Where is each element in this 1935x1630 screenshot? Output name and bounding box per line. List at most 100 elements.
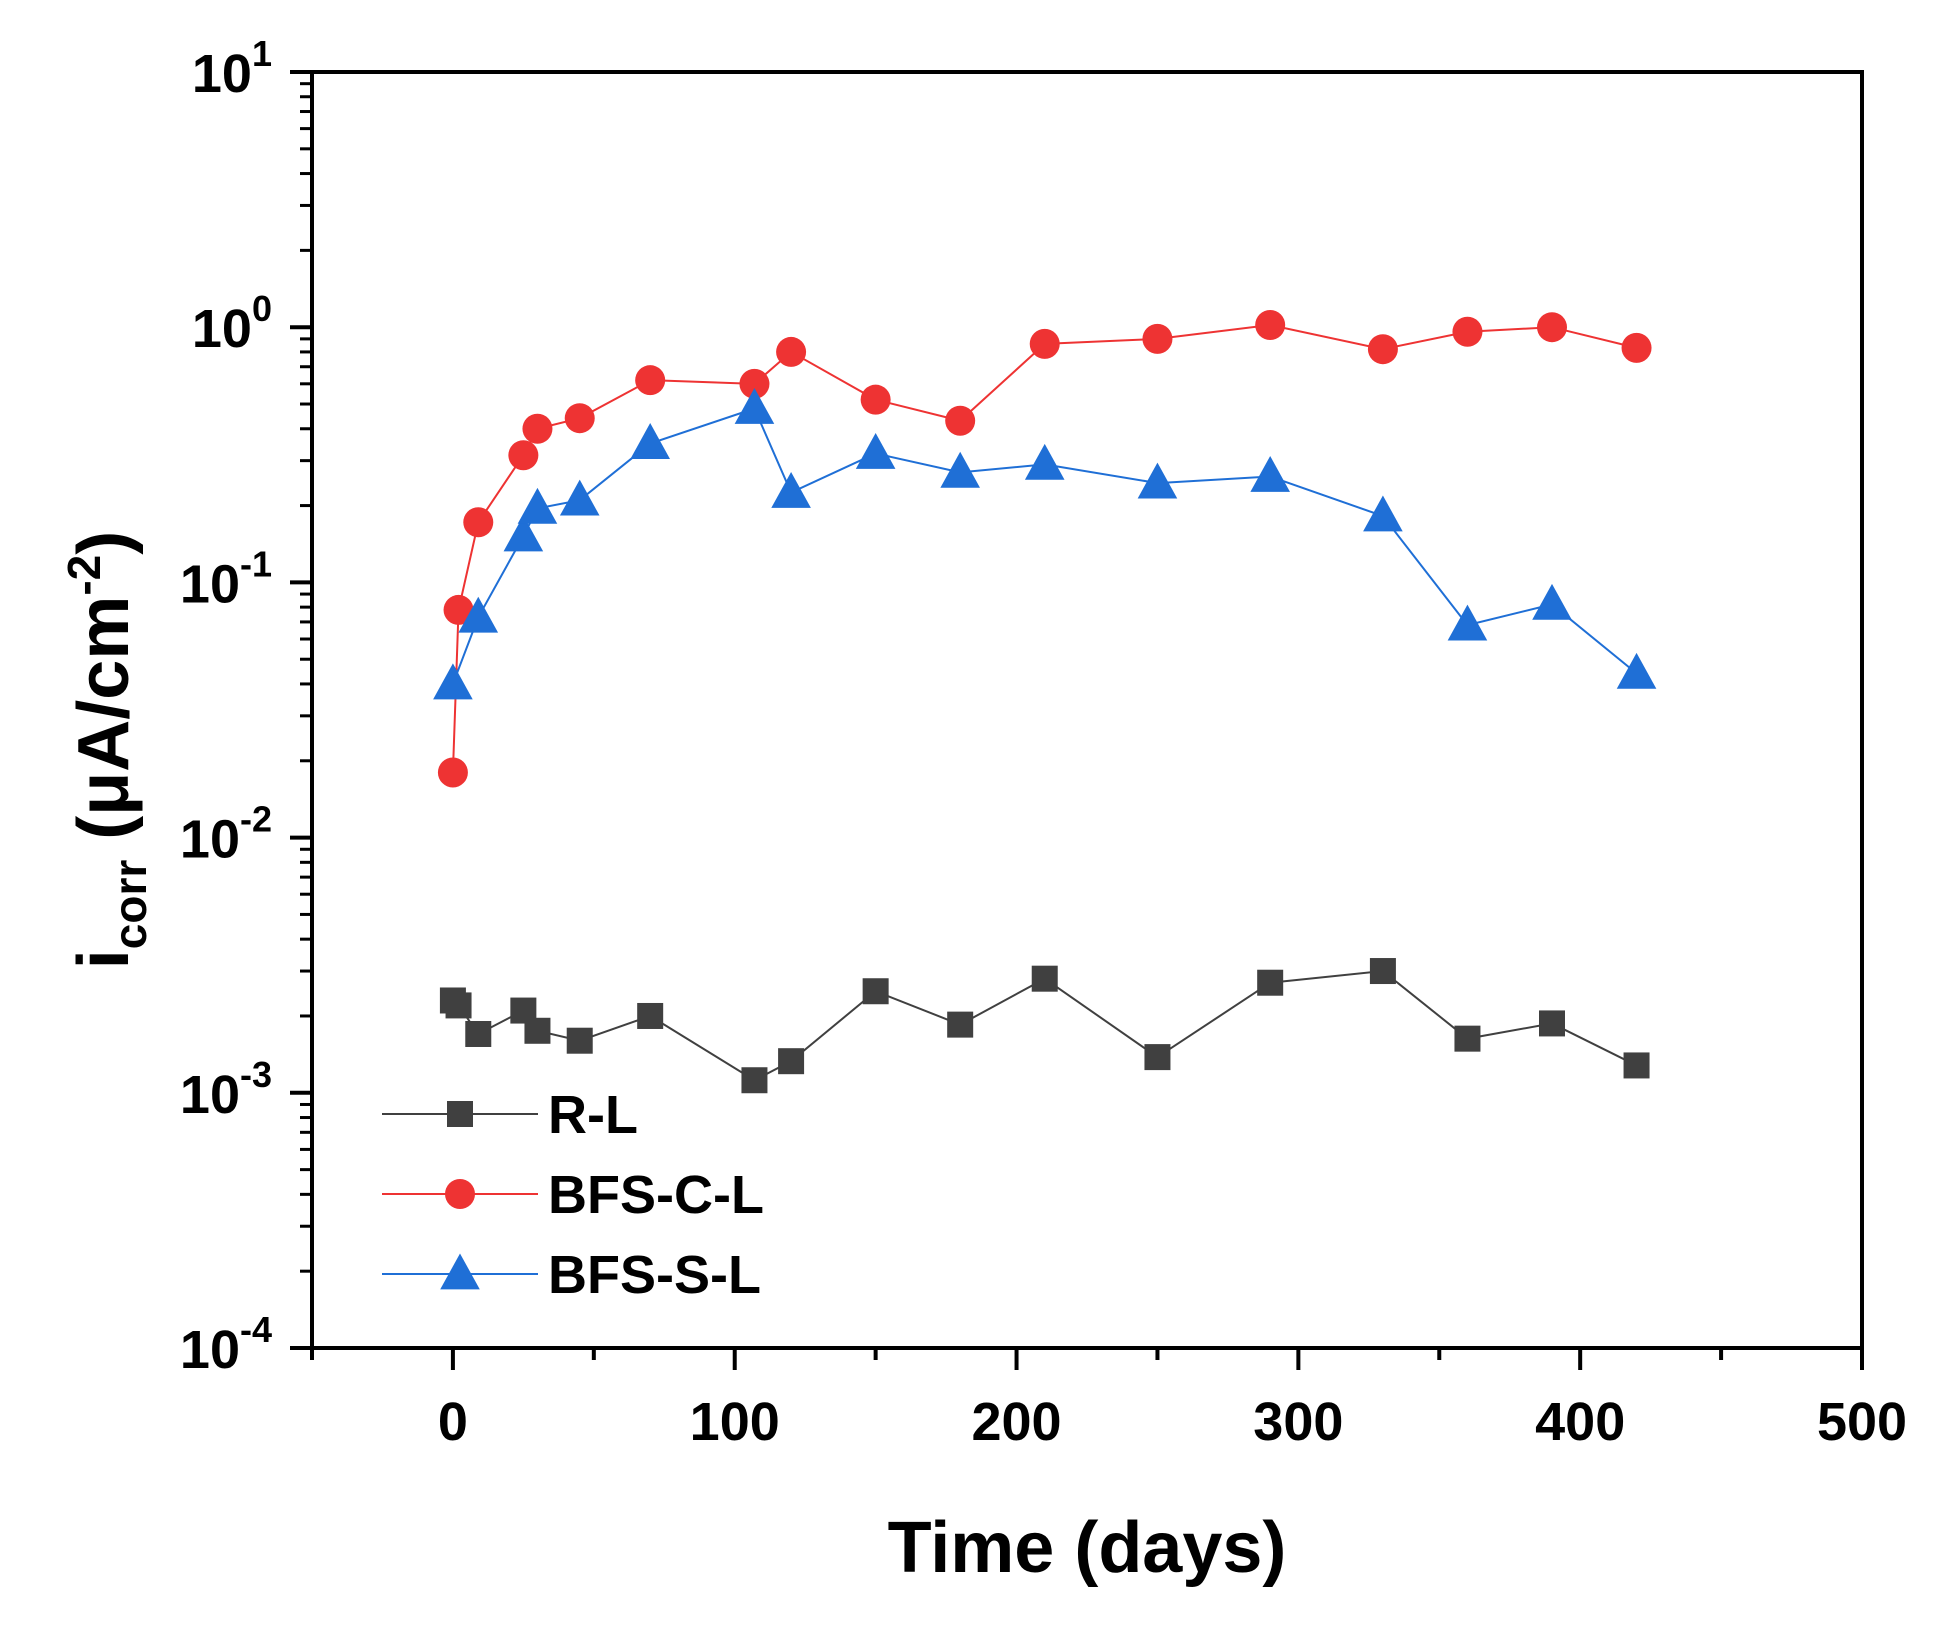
data-point-bfs-c-l [739, 368, 770, 399]
y-tick-base: 10 [180, 554, 240, 614]
y-tick-exponent: -1 [240, 543, 272, 584]
x-tick-label: 400 [1535, 1392, 1625, 1452]
data-point-bfs-c-l [1255, 310, 1286, 341]
data-point-bfs-c-l [1452, 316, 1483, 347]
data-point-bfs-s-l [940, 451, 980, 488]
y-tick-label: 10-1 [180, 543, 272, 614]
data-point-bfs-s-l [630, 423, 670, 459]
data-point-r-l [445, 992, 472, 1019]
legend-item-bfs-s-l: BFS-S-L [382, 1245, 761, 1305]
series-bfs-c-l [437, 310, 1652, 788]
data-point-r-l [1369, 958, 1396, 985]
y-tick-label: 10-2 [180, 799, 272, 870]
legend: R-L BFS-C-L BFS-S-L [382, 1085, 764, 1305]
data-point-r-l [741, 1067, 768, 1094]
y-label-main: i [64, 949, 144, 969]
data-point-r-l [524, 1017, 551, 1044]
data-point-bfs-s-l [433, 663, 473, 700]
data-point-bfs-c-l [443, 594, 474, 625]
data-point-r-l [1539, 1010, 1565, 1037]
y-axis-label: icorr (μA/cm-2) [58, 531, 156, 969]
data-point-bfs-c-l [564, 403, 595, 434]
y-tick-base: 10 [192, 299, 252, 359]
data-point-bfs-c-l [945, 405, 976, 436]
data-point-bfs-c-l [1367, 334, 1398, 365]
data-point-r-l [778, 1048, 805, 1075]
legend-item-bfs-c-l: BFS-C-L [382, 1165, 764, 1225]
data-point-bfs-c-l [508, 440, 539, 471]
y-tick-exponent: 0 [252, 288, 272, 329]
legend-marker [447, 1101, 473, 1127]
y-tick-base: 10 [192, 44, 252, 104]
series-r-l [439, 958, 1650, 1094]
y-tick-exponent: -3 [240, 1054, 272, 1095]
data-point-bfs-c-l [635, 365, 666, 396]
y-label-subscript: corr [104, 860, 156, 950]
y-tick-exponent: 1 [252, 33, 272, 74]
series-line-bfs-c-l [451, 323, 1637, 773]
data-point-r-l [1257, 969, 1284, 996]
data-point-bfs-c-l [860, 384, 891, 415]
data-point-bfs-s-l [458, 596, 499, 633]
data-point-bfs-s-l [734, 388, 775, 424]
y-tick-label: 100 [192, 288, 272, 359]
y-tick-exponent: -4 [240, 1309, 272, 1350]
plot-frame [310, 70, 1864, 1350]
y-tick-base: 10 [180, 1065, 240, 1125]
data-point-bfs-s-l [1137, 462, 1178, 499]
data-point-bfs-s-l [1363, 495, 1403, 532]
data-point-bfs-s-l [1024, 443, 1065, 480]
series-layer [433, 310, 1657, 1094]
y-label-unit: (μA/cm [64, 596, 144, 860]
data-point-bfs-c-l [1621, 332, 1652, 363]
y-tick-label: 10-4 [180, 1309, 272, 1380]
data-point-bfs-s-l [1532, 583, 1572, 620]
x-tick-label: 500 [1817, 1392, 1907, 1452]
series-bfs-s-l [433, 388, 1657, 700]
data-point-r-l [1623, 1052, 1650, 1079]
y-tick-label: 10-3 [180, 1054, 272, 1125]
y-tick-base: 10 [180, 1320, 240, 1380]
y-label-unit-close: ) [64, 531, 144, 555]
data-point-bfs-s-l [1250, 455, 1290, 492]
data-point-r-l [1144, 1044, 1171, 1071]
data-point-r-l [465, 1020, 492, 1047]
y-tick-base: 10 [180, 810, 240, 870]
legend-marker [445, 1179, 475, 1209]
data-point-r-l [566, 1027, 593, 1054]
data-point-bfs-s-l [517, 487, 558, 524]
data-point-bfs-c-l [1142, 323, 1173, 354]
data-point-bfs-c-l [1029, 328, 1060, 359]
data-point-r-l [1031, 965, 1058, 992]
data-point-bfs-s-l [503, 515, 544, 552]
data-point-r-l [947, 1011, 974, 1038]
data-point-bfs-s-l [1616, 652, 1657, 689]
data-point-r-l [862, 978, 889, 1005]
legend-label: R-L [548, 1085, 638, 1145]
y-tick-exponent: -2 [240, 799, 272, 840]
data-point-bfs-s-l [771, 472, 811, 508]
x-axis-label: Time (days) [888, 1508, 1287, 1588]
y-tick-label: 101 [192, 33, 272, 104]
data-point-bfs-s-l [1447, 604, 1488, 641]
y-label-unit-superscript: -2 [58, 555, 110, 596]
x-tick-label: 100 [690, 1392, 780, 1452]
legend-label: BFS-C-L [548, 1165, 764, 1225]
data-point-bfs-c-l [463, 507, 494, 538]
data-point-bfs-s-l [855, 432, 896, 469]
legend-item-r-l: R-L [382, 1085, 638, 1145]
legend-marker [440, 1253, 480, 1290]
x-tick-label: 200 [971, 1392, 1061, 1452]
data-point-r-l [637, 1002, 664, 1029]
x-tick-label: 0 [438, 1392, 468, 1452]
data-point-bfs-s-l [559, 479, 600, 516]
data-point-bfs-c-l [437, 757, 468, 788]
x-tick-label: 300 [1253, 1392, 1343, 1452]
data-point-bfs-c-l [522, 413, 553, 444]
data-point-r-l [1454, 1025, 1481, 1052]
legend-label: BFS-S-L [548, 1245, 761, 1305]
data-point-bfs-c-l [1537, 312, 1567, 343]
data-point-bfs-c-l [776, 336, 807, 367]
